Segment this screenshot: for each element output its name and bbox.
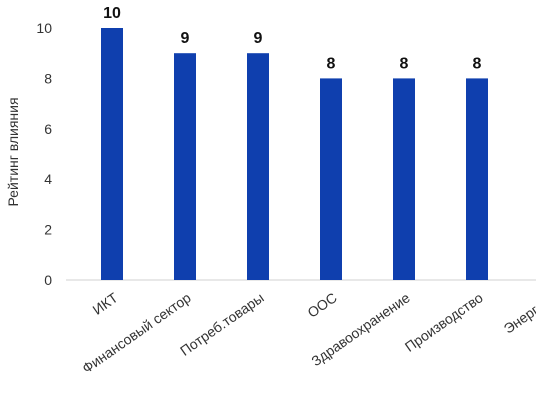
data-label: 9 [181,30,190,47]
category-label: ИКТ [90,289,121,318]
bar [466,78,488,281]
y-axis-label: Рейтинг влияния [5,97,21,206]
y-tick-label: 4 [44,171,52,187]
y-tick-label: 6 [44,121,52,137]
data-label: 9 [254,30,263,47]
y-axis-ticks: 0 2 4 6 8 10 [36,20,52,288]
category-label: ООС [304,289,339,320]
y-tick-label: 8 [44,70,52,86]
category-label: Производство [402,289,486,355]
data-label: 8 [400,55,409,72]
bar [393,78,415,281]
y-axis-title: Рейтинг влияния [5,97,21,206]
bar [174,53,196,281]
y-tick-label: 2 [44,222,52,238]
y-tick-label: 10 [36,20,52,36]
y-tick-label: 0 [44,272,52,288]
category-label: Энергети [501,289,536,336]
bars [101,28,488,281]
bar [247,53,269,281]
data-label: 8 [327,55,336,72]
bar [320,78,342,281]
data-label: 10 [103,5,121,22]
data-labels: 10 9 9 8 8 8 [103,5,481,72]
data-label: 8 [473,55,482,72]
bar [101,28,123,280]
